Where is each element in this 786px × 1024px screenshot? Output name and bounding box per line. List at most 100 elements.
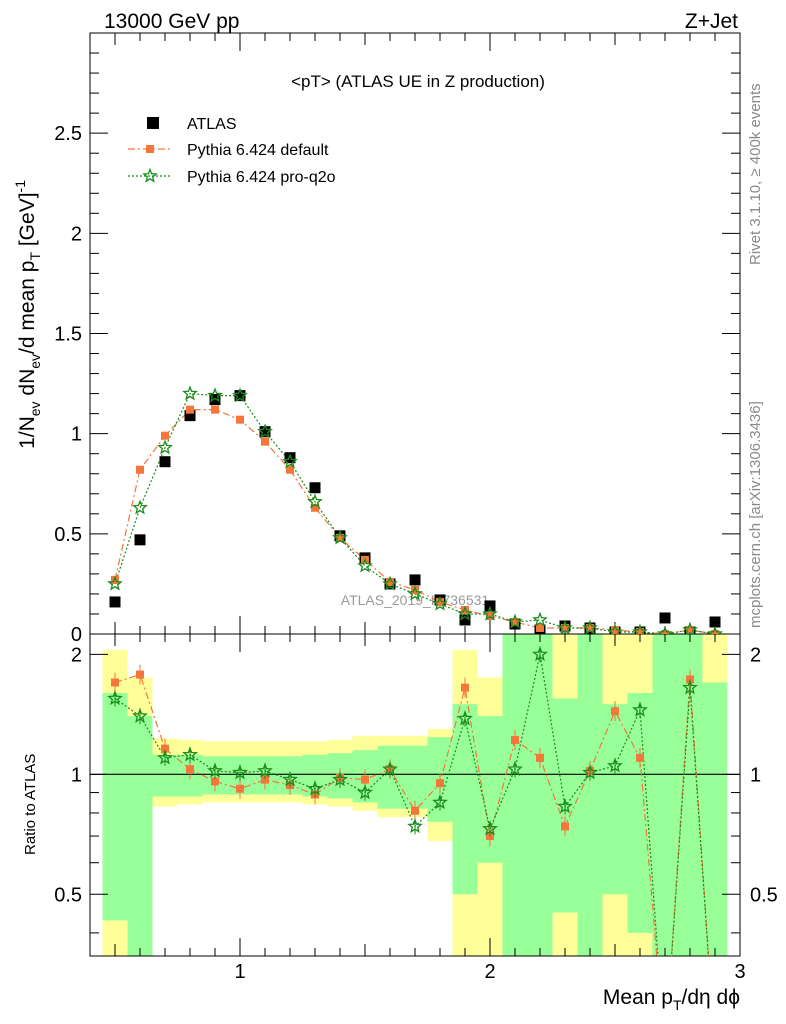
atlas-point [309, 482, 321, 494]
pro-q2o-ratio-point [282, 771, 298, 787]
default-ratio-point [236, 784, 244, 793]
atlas-point [134, 534, 146, 546]
default-ratio-point [161, 744, 169, 753]
y-axis-label: 1/Nev dNev/d mean pT [GeV]-1 [12, 180, 43, 449]
atlas-point [284, 452, 296, 464]
pro-q2o-point [607, 623, 623, 634]
default-ratio-point [436, 779, 444, 788]
pro-q2o-ratio-point [382, 760, 398, 776]
ratio-series [107, 646, 710, 956]
atlas-point [659, 612, 671, 624]
pro-q2o-point [482, 605, 498, 621]
default-ratio-point [636, 753, 644, 762]
x-axis-label: Mean pT/dη dϕ [603, 986, 740, 1013]
pro-q2o-point [332, 529, 348, 545]
default-point [536, 623, 544, 632]
atlas-point [459, 614, 471, 626]
x-tick-label: 2 [484, 961, 495, 983]
pro-q2o-ratio-point [332, 771, 348, 787]
pro-q2o-ratio-point [207, 762, 223, 778]
pro-q2o-ratio-point [357, 784, 373, 800]
axis-tick-labels: 1 2 3 0 0.5 1 1.5 2 2.5 0.5 0.5 1 1 2 2 [54, 123, 778, 983]
axis-ticks [90, 33, 740, 956]
pro-q2o-ratio-point [532, 646, 548, 662]
pro-q2o-ratio-point [482, 820, 498, 836]
default-ratio-point [111, 678, 119, 687]
band-inner [702, 682, 728, 956]
pro-q2o-point [107, 575, 123, 591]
pro-q2o-point [507, 613, 523, 629]
default-point [436, 597, 444, 606]
pro-q2o-point [582, 619, 598, 634]
default-point [236, 415, 244, 424]
default-ratio-point [411, 806, 419, 815]
pro-q2o-ratio-point [557, 798, 573, 814]
pro-q2o-point [282, 453, 298, 469]
pro-q2o-point [707, 625, 723, 634]
y-tick-label: 1 [71, 424, 82, 446]
pro-q2o-point [632, 623, 648, 634]
y-tick-label: 0.5 [54, 524, 82, 546]
band-inner [502, 634, 528, 956]
band-inner [102, 692, 128, 921]
ratio-tick-label: 2 [71, 644, 82, 666]
band-inner [402, 745, 428, 809]
default-ratio-point [461, 683, 469, 692]
pro-q2o-point [407, 585, 423, 601]
default-point [336, 533, 344, 542]
y-tick-label: 0 [71, 624, 82, 646]
default-ratio-point [536, 753, 544, 762]
ratio-tick-label-right: 0.5 [750, 884, 778, 906]
pro-q2o-ratio-point [507, 760, 523, 776]
pro-q2o-point [657, 625, 673, 634]
legend-label-default: Pythia 6.424 default [187, 142, 329, 159]
pro-q2o-ratio-point [432, 794, 448, 810]
default-ratio-point [511, 735, 519, 744]
default-point [211, 405, 219, 414]
band-inner [452, 704, 478, 895]
pro-q2o-ratio-point [157, 749, 173, 765]
pro-q2o-point [232, 387, 248, 403]
default-ratio-point [611, 707, 619, 716]
x-tick-label: 1 [234, 961, 245, 983]
default-ratio-point [211, 777, 219, 786]
atlas-point [209, 394, 221, 406]
pro-q2o-ratio-point [182, 746, 198, 762]
ratio-tick-label-right: 1 [750, 764, 761, 786]
pro-q2o-ratio-point [582, 764, 598, 780]
pro-q2o-ratio-point [257, 762, 273, 778]
analysis-watermark: ATLAS_2019_I1736531 [341, 592, 490, 608]
default-point [261, 437, 269, 446]
atlas-point [234, 390, 246, 402]
pro-q2o-ratio-point [407, 818, 423, 834]
mcplots-label: mcplots.cern.ch [arXiv:1306.3436] [747, 401, 764, 628]
default-point [286, 465, 294, 474]
default-point [161, 431, 169, 440]
legend-marker-proq2o [142, 167, 158, 183]
default-point [611, 625, 619, 634]
default-point [311, 503, 319, 512]
atlas-point [184, 410, 196, 422]
legend-label-proq2o: Pythia 6.424 pro-q2o [187, 169, 336, 186]
pro-q2o-point [307, 493, 323, 509]
default-ratio-point [561, 822, 569, 831]
default-point [561, 623, 569, 632]
y-tick-label: 1.5 [54, 324, 82, 346]
plot-title: <pT> (ATLAS UE in Z production) [291, 72, 545, 91]
pro-q2o-ratio-point [682, 679, 698, 695]
ratio-tick-label: 1 [71, 764, 82, 786]
pro-q2o-ratio-point [107, 690, 123, 706]
default-point [411, 585, 419, 594]
band-inner [577, 634, 603, 956]
pro-q2o-point [532, 611, 548, 627]
default-point [386, 577, 394, 586]
legend-star-shape [142, 167, 158, 183]
atlas-point [159, 456, 171, 468]
pro-q2o-ratio-point [632, 701, 648, 717]
default-ratio-point [136, 670, 144, 679]
process-label: Z+Jet [685, 10, 738, 33]
pro-q2o-point [682, 621, 698, 634]
band-inner [527, 634, 553, 956]
default-ratio-point [361, 775, 369, 784]
default-point [136, 465, 144, 474]
